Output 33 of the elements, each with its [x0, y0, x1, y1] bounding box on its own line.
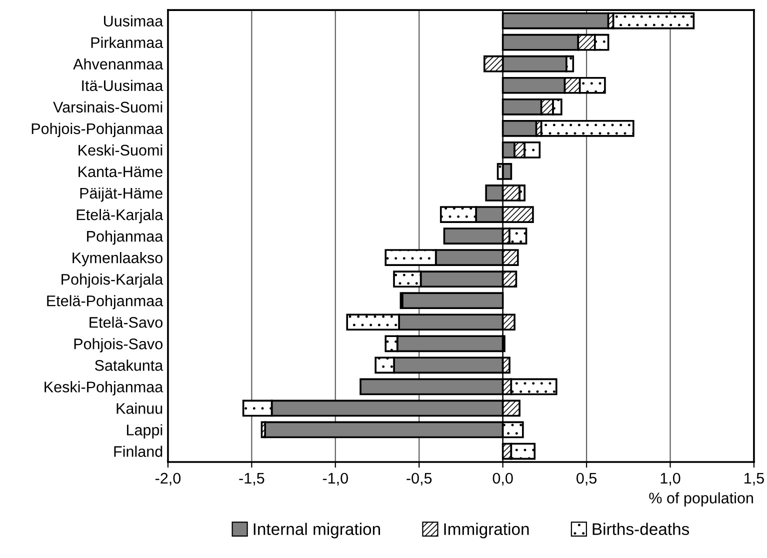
y-tick-label: Ahvenanmaa — [73, 58, 164, 70]
y-tick-label: Pohjois-Karjala — [62, 274, 164, 288]
y-tick-label: Kanta-Häme — [78, 166, 162, 178]
y-tick-label: Etelä-Pohjanmaa — [47, 295, 164, 310]
y-tick-label: Etelä-Karjala — [76, 208, 164, 224]
x-tick-label: -2,0 — [155, 472, 181, 486]
legend-label: Births-deaths — [592, 522, 690, 536]
y-tick-label: Finland — [114, 446, 162, 457]
y-tick-label: Päijät-Häme — [80, 187, 162, 202]
legend-label: Internal migration — [254, 522, 380, 538]
y-tick-label: Uusimaa — [104, 15, 164, 26]
x-tick-label: -0,5 — [406, 472, 432, 486]
y-tick-label: Pohjanmaa — [87, 230, 164, 245]
y-tick-label: Pohjois-Pohjanmaa — [32, 122, 164, 138]
y-tick-label: Keski-Pohjanmaa — [44, 381, 164, 396]
y-tick-label: Kymenlaakso — [72, 252, 162, 266]
y-tick-label: Varsinais-Suomi — [53, 101, 162, 113]
y-tick-label: Lappi — [126, 424, 162, 438]
y-tick-label: Satakunta — [95, 360, 164, 371]
y-tick-label: Pirkanmaa — [91, 36, 164, 48]
y-tick-label: Pohjois-Savo — [74, 338, 162, 352]
y-tick-label: Kainuu — [116, 402, 162, 414]
x-tick-label: 1,5 — [744, 473, 764, 486]
y-tick-label: Keski-Suomi — [78, 144, 162, 156]
y-tick-label: Itä-Uusimaa — [82, 80, 164, 92]
legend-label: Immigration — [444, 522, 529, 538]
x-tick-label: 1,0 — [660, 472, 680, 486]
x-tick-label: -1,5 — [239, 473, 264, 486]
x-tick-label: -1,0 — [322, 472, 348, 486]
x-tick-label: 0,0 — [492, 472, 513, 486]
y-tick-label: Etelä-Savo — [90, 316, 162, 328]
x-tick-label: 0,5 — [576, 472, 597, 486]
x-axis-title: % of population — [649, 492, 753, 506]
